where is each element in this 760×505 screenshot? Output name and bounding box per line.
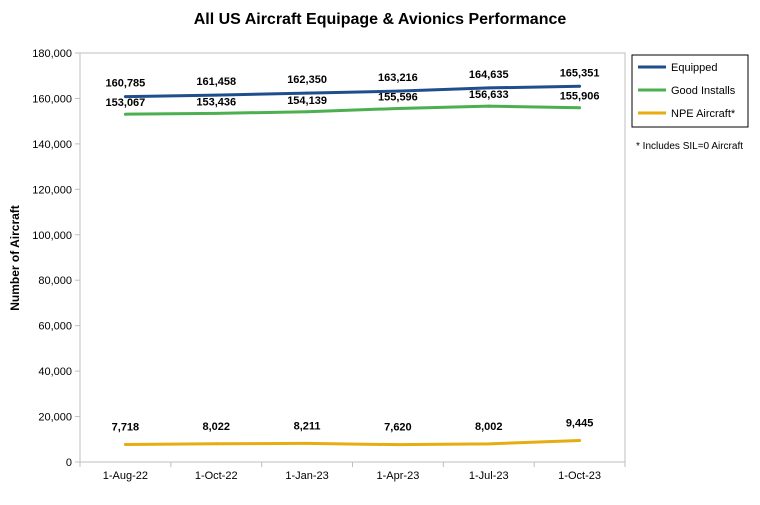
series-line	[125, 104, 580, 116]
data-label: 154,139	[287, 95, 327, 107]
y-tick-label: 60,000	[38, 321, 72, 333]
x-tick-label: 1-Oct-22	[195, 470, 238, 482]
data-point	[578, 84, 582, 88]
data-point	[123, 442, 127, 446]
y-tick-label: 120,000	[32, 184, 72, 196]
series-line	[125, 439, 580, 447]
x-tick-label: 1-Aug-22	[103, 470, 148, 482]
series-1: 160,785 161,458 162,350 163,216 164,635 165,3…	[106, 67, 600, 99]
data-point	[396, 443, 400, 447]
data-label: 153,067	[106, 97, 146, 109]
data-label: 161,458	[196, 76, 236, 88]
data-label: 163,216	[378, 72, 418, 84]
data-label: 9,445	[566, 418, 594, 430]
data-label: 162,350	[287, 74, 327, 86]
data-point	[396, 106, 400, 110]
series-layer: 160,785 161,458 162,350 163,216 164,635 165,3…	[106, 67, 600, 447]
data-label: 153,436	[196, 96, 236, 108]
y-tick-label: 20,000	[38, 412, 72, 424]
footnote: * Includes SIL=0 Aircraft	[636, 141, 743, 152]
data-label: 8,002	[475, 421, 503, 433]
legend-label: NPE Aircraft*	[671, 108, 736, 120]
data-point	[396, 89, 400, 93]
data-label: 7,718	[112, 421, 140, 433]
legend-item: NPE Aircraft*	[638, 108, 736, 120]
y-tick-label: 80,000	[38, 275, 72, 287]
y-tick-label: 160,000	[32, 93, 72, 105]
y-tick-label: 140,000	[32, 139, 72, 151]
data-label: 155,596	[378, 91, 418, 103]
series-3: 7,718 8,022 8,211 7,620 8,002 9,445	[112, 418, 594, 447]
x-tick-label: 1-Oct-23	[558, 470, 601, 482]
data-label: 7,620	[384, 422, 412, 434]
legend-item: Good Installs	[638, 85, 736, 97]
data-label: 156,633	[469, 89, 509, 101]
y-tick-label: 180,000	[32, 48, 72, 60]
series-2: 153,067 153,436 154,139 155,596 156,633 155,9…	[106, 89, 600, 116]
data-point	[123, 112, 127, 116]
data-label: 8,022	[202, 421, 230, 433]
data-point	[578, 106, 582, 110]
chart-title: All US Aircraft Equipage & Avionics Perf…	[194, 11, 567, 28]
x-tick-label: 1-Jul-23	[469, 470, 509, 482]
data-point	[578, 439, 582, 443]
data-point	[305, 110, 309, 114]
data-point	[487, 442, 491, 446]
data-point	[123, 95, 127, 99]
y-tick-label: 0	[66, 457, 72, 469]
data-point	[487, 104, 491, 108]
x-axis: 1-Aug-22 1-Oct-22 1-Jan-23 1-Apr-23 1-Jul-23…	[79, 462, 626, 482]
data-label: 155,906	[560, 91, 600, 103]
y-axis-label: Number of Aircraft	[8, 205, 22, 311]
x-tick-label: 1-Jan-23	[285, 470, 328, 482]
legend-item: Equipped	[638, 62, 718, 74]
data-point	[214, 111, 218, 115]
series-line	[125, 84, 580, 99]
legend-label: Equipped	[671, 62, 718, 74]
data-label: 160,785	[106, 78, 146, 90]
data-point	[487, 86, 491, 90]
y-axis: 0 20,000 40,000 60,000 80,000 100,000 120,000 1…	[32, 48, 80, 469]
y-tick-label: 40,000	[38, 366, 72, 378]
x-tick-label: 1-Apr-23	[377, 470, 420, 482]
legend: Equipped Good Installs NPE Aircraft*	[631, 54, 749, 128]
data-label: 8,211	[294, 420, 321, 432]
data-label: 165,351	[560, 67, 600, 79]
data-point	[305, 91, 309, 95]
data-point	[214, 442, 218, 446]
y-tick-label: 100,000	[32, 230, 72, 242]
data-point	[214, 93, 218, 97]
legend-label: Good Installs	[671, 85, 736, 97]
data-point	[305, 441, 309, 445]
data-label: 164,635	[469, 69, 509, 81]
